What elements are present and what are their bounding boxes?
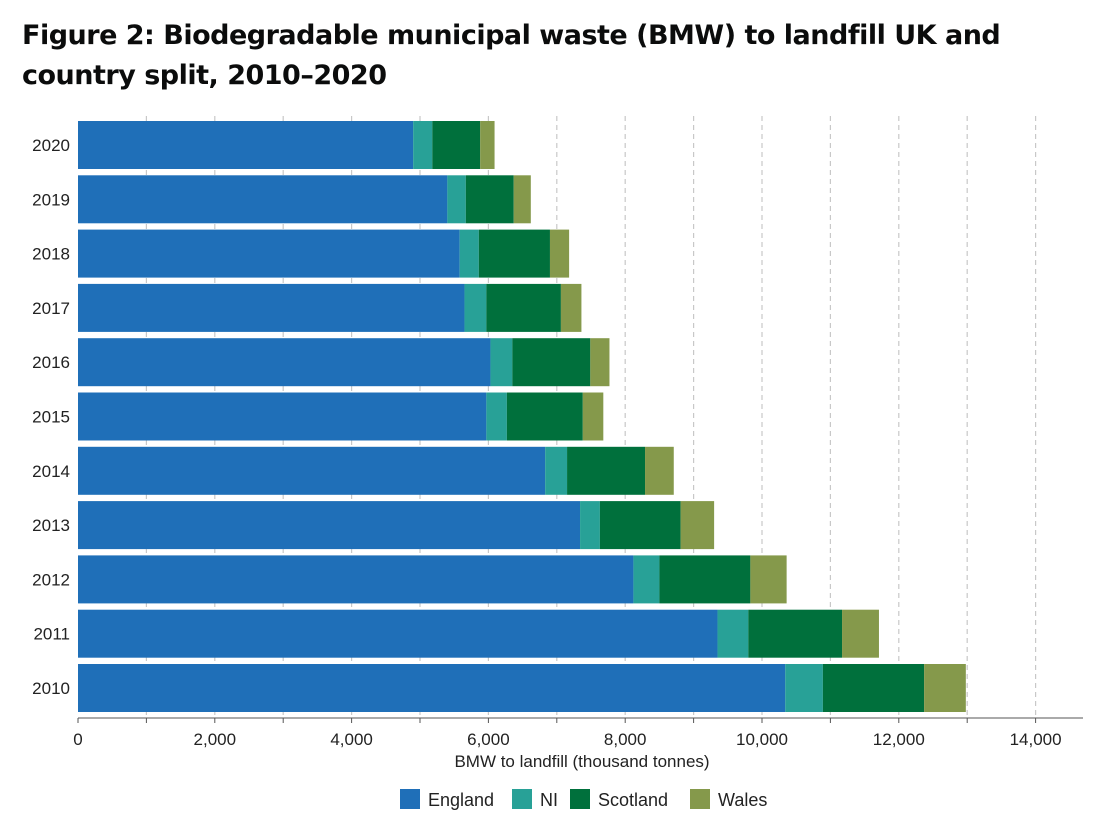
bar-scotland-2010 — [823, 664, 924, 712]
legend-label-scotland: Scotland — [598, 790, 668, 810]
bar-wales-2015 — [583, 393, 604, 441]
legend-label-wales: Wales — [718, 790, 767, 810]
x-tick-label: 10,000 — [736, 730, 788, 749]
bar-england-2017 — [78, 284, 464, 332]
y-tick-label: 2013 — [32, 516, 70, 535]
x-tick-label: 8,000 — [604, 730, 647, 749]
bar-ni-2017 — [464, 284, 486, 332]
x-tick-label: 14,000 — [1010, 730, 1062, 749]
y-tick-label: 2019 — [32, 190, 70, 209]
legend-label-ni: NI — [540, 790, 558, 810]
bar-england-2019 — [78, 175, 447, 223]
bar-scotland-2017 — [486, 284, 561, 332]
bar-ni-2014 — [545, 447, 567, 495]
x-tick-label: 4,000 — [330, 730, 373, 749]
bar-england-2010 — [78, 664, 785, 712]
y-tick-label: 2011 — [33, 625, 70, 644]
legend: England NI Scotland Wales — [400, 789, 767, 810]
legend-swatch-england — [400, 789, 420, 809]
bar-england-2011 — [78, 610, 718, 658]
bars — [78, 121, 966, 712]
x-axis-label: BMW to landfill (thousand tonnes) — [454, 752, 709, 771]
bar-wales-2017 — [561, 284, 582, 332]
bar-scotland-2012 — [659, 555, 750, 603]
y-tick-label: 2012 — [32, 570, 70, 589]
y-tick-label: 2016 — [32, 353, 70, 372]
bar-wales-2014 — [645, 447, 674, 495]
legend-swatch-scotland — [570, 789, 590, 809]
stacked-bar-chart: 2020 2019 2018 2017 2016 2015 2014 2013 2012 2011… — [0, 0, 1107, 827]
bar-wales-2019 — [514, 175, 531, 223]
y-tick-label: 2018 — [32, 245, 70, 264]
bar-scotland-2016 — [512, 338, 590, 386]
legend-label-england: England — [428, 790, 494, 810]
x-tick-label: 12,000 — [873, 730, 925, 749]
bar-ni-2020 — [413, 121, 432, 169]
bar-wales-2010 — [924, 664, 966, 712]
bar-ni-2019 — [447, 175, 465, 223]
bar-scotland-2019 — [466, 175, 514, 223]
x-tick-label: 6,000 — [467, 730, 510, 749]
y-tick-label: 2010 — [32, 679, 70, 698]
bar-england-2014 — [78, 447, 545, 495]
bar-ni-2011 — [718, 610, 749, 658]
y-tick-label: 2015 — [32, 408, 70, 427]
bar-scotland-2015 — [507, 393, 583, 441]
y-tick-label: 2020 — [32, 136, 70, 155]
bar-ni-2012 — [633, 555, 659, 603]
bar-ni-2013 — [580, 501, 600, 549]
bar-scotland-2014 — [567, 447, 645, 495]
bar-wales-2020 — [480, 121, 494, 169]
bar-wales-2013 — [681, 501, 715, 549]
bar-wales-2012 — [750, 555, 786, 603]
bar-england-2013 — [78, 501, 580, 549]
bar-england-2012 — [78, 555, 633, 603]
bar-england-2015 — [78, 393, 486, 441]
bar-ni-2018 — [460, 230, 479, 278]
legend-swatch-ni — [512, 789, 532, 809]
legend-swatch-wales — [690, 789, 710, 809]
bar-scotland-2018 — [479, 230, 550, 278]
bar-scotland-2020 — [432, 121, 480, 169]
bar-scotland-2013 — [600, 501, 681, 549]
bar-england-2016 — [78, 338, 490, 386]
y-tick-label: 2014 — [32, 462, 70, 481]
y-tick-label: 2017 — [32, 299, 70, 318]
bar-ni-2015 — [486, 393, 507, 441]
bar-wales-2011 — [842, 610, 879, 658]
bar-scotland-2011 — [748, 610, 842, 658]
bar-wales-2016 — [590, 338, 609, 386]
bar-england-2018 — [78, 230, 460, 278]
x-tick-label: 2,000 — [194, 730, 237, 749]
bar-ni-2010 — [785, 664, 823, 712]
bar-wales-2018 — [550, 230, 569, 278]
bar-england-2020 — [78, 121, 413, 169]
bar-ni-2016 — [490, 338, 512, 386]
x-tick-label: 0 — [73, 730, 82, 749]
